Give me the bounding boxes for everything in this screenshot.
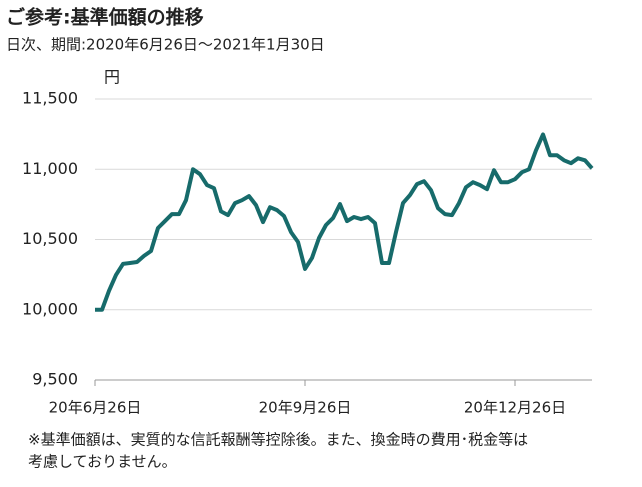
y-tick-label: 10,000 bbox=[22, 299, 78, 318]
y-tick-label: 11,000 bbox=[22, 159, 78, 178]
footnote-line: ※基準価額は、実質的な信託報酬等控除後。また、換金時の費用･税金等は bbox=[28, 431, 528, 449]
y-tick-label: 10,500 bbox=[22, 229, 78, 248]
chart-title: ご参考:基準価額の推移 bbox=[6, 6, 204, 29]
y-tick-label: 11,500 bbox=[22, 89, 78, 108]
x-tick-label: 20年12月26日 bbox=[464, 399, 566, 417]
footnote: ※基準価額は、実質的な信託報酬等控除後。また、換金時の費用･税金等は考慮しており… bbox=[28, 431, 528, 471]
footnote-line: 考慮しておりません。 bbox=[28, 453, 177, 471]
chart-subtitle: 日次、期間:2020年6月26日～2021年1月30日 bbox=[6, 36, 325, 54]
y-axis-label: 円 bbox=[104, 68, 120, 87]
x-tick-label: 20年9月26日 bbox=[259, 399, 352, 417]
x-tick-label: 20年6月26日 bbox=[49, 399, 142, 417]
y-tick-label: 9,500 bbox=[32, 370, 78, 389]
line-series bbox=[95, 132, 594, 312]
